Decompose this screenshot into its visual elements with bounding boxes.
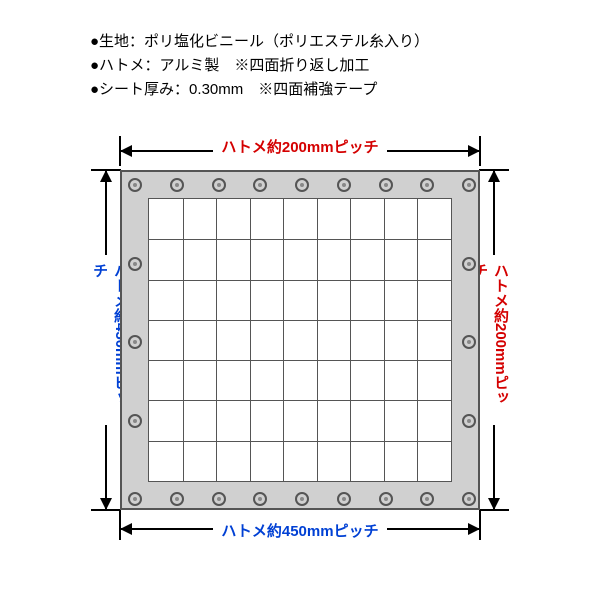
dimension-right: ハトメ約200mmピッチ — [483, 170, 505, 510]
grommet-icon — [170, 178, 184, 192]
dimension-top: ハトメ約200mmピッチ — [120, 140, 480, 162]
grommet-icon — [128, 335, 142, 349]
grommet-icon — [212, 178, 226, 192]
grommet-icon — [420, 492, 434, 506]
grommet-icon — [128, 178, 142, 192]
grommet-icon — [462, 414, 476, 428]
grommet-icon — [253, 492, 267, 506]
dim-bottom-label: ハトメ約450mmピッチ — [213, 520, 386, 541]
bullet-line: ●生地：ポリ塩化ビニール（ポリエステル糸入り） — [90, 30, 429, 54]
grommet-icon — [253, 178, 267, 192]
grommet-icon — [337, 178, 351, 192]
sheet-diagram: ハトメ約200mmピッチ ハトメ約450mmピッチ ハトメ約450mmピッチ ハ… — [55, 140, 545, 540]
grommet-icon — [295, 492, 309, 506]
grommet-icon — [462, 178, 476, 192]
grommet-icon — [128, 492, 142, 506]
bullet-line: ●シート厚み：0.30mm ※四面補強テープ — [90, 78, 429, 102]
grommet-icon — [337, 492, 351, 506]
grommet-icon — [420, 178, 434, 192]
tarp-sheet — [120, 170, 480, 510]
grommet-icon — [462, 257, 476, 271]
grommet-icon — [212, 492, 226, 506]
grommet-icon — [170, 492, 184, 506]
dimension-left: ハトメ約450mmピッチ — [95, 170, 117, 510]
grommet-icon — [295, 178, 309, 192]
grommet-icon — [462, 492, 476, 506]
grommet-icon — [462, 335, 476, 349]
grommet-icon — [379, 178, 393, 192]
dim-top-label: ハトメ約200mmピッチ — [213, 136, 386, 157]
grommet-icon — [379, 492, 393, 506]
grommet-icon — [128, 257, 142, 271]
spec-bullets: ●生地：ポリ塩化ビニール（ポリエステル糸入り） ●ハトメ：アルミ製 ※四面折り返… — [90, 30, 429, 102]
dimension-bottom: ハトメ約450mmピッチ — [120, 518, 480, 540]
grommet-icon — [128, 414, 142, 428]
tarp-grid-area — [148, 198, 452, 482]
bullet-line: ●ハトメ：アルミ製 ※四面折り返し加工 — [90, 54, 429, 78]
